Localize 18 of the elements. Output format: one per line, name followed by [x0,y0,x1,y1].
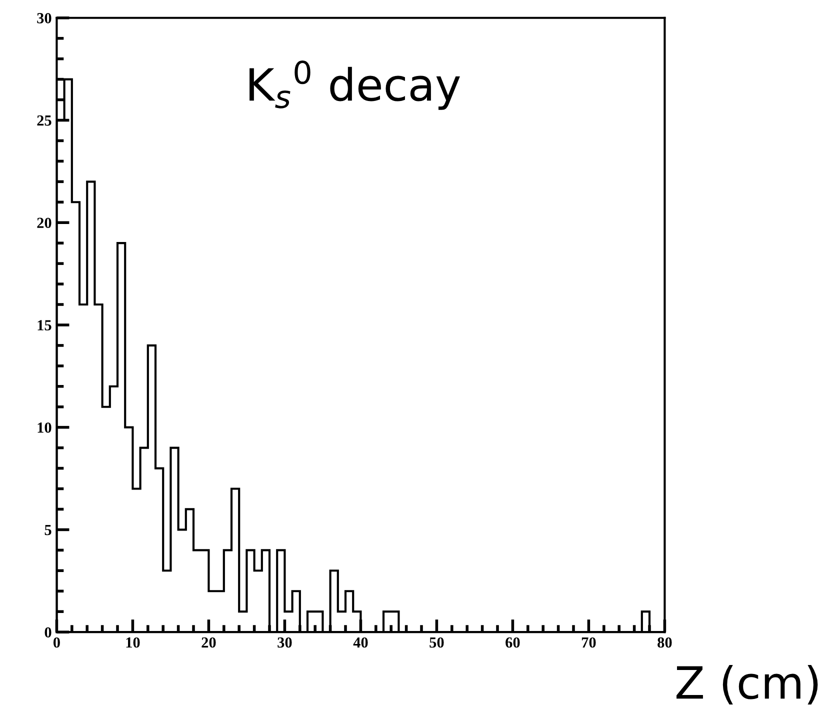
x-tick-label: 60 [506,637,520,648]
y-tick-label: 30 [37,13,52,24]
y-tick-label: 5 [44,524,52,536]
x-tick-label: 10 [126,637,140,648]
x-tick-label: 50 [430,637,444,648]
y-tick-label: 0 [44,627,52,638]
y-tick-label: 10 [38,422,52,433]
x-tick-label: 80 [658,637,672,648]
x-tick-label: 30 [278,637,292,648]
x-tick-label: 0 [53,637,60,648]
x-tick-label: 20 [202,637,216,648]
x-tick-label: 70 [582,637,596,648]
text: K$_{s}$$^{0}$ decay [250,60,460,110]
y-tick-label: 20 [37,218,52,228]
y-tick-label: 25 [37,115,52,126]
x-tick-label: 40 [353,637,368,648]
x-axis-title: Z (cm) [676,664,818,705]
y-tick-label: 15 [38,320,52,330]
